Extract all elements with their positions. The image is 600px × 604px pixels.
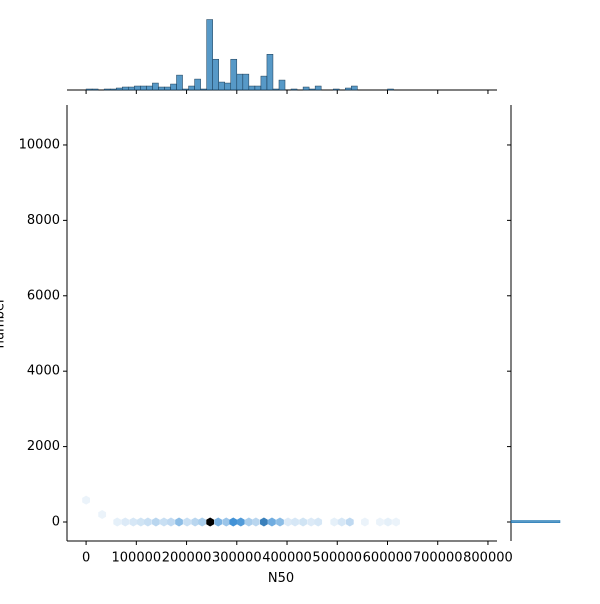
x-hist-bar xyxy=(242,73,250,91)
x-hist-bar xyxy=(103,88,111,91)
x-tick-label: 700000 xyxy=(413,551,463,566)
hexbin xyxy=(191,517,199,527)
y-tick-label: 8000 xyxy=(27,213,60,228)
x-hist-bar xyxy=(345,87,352,91)
x-tick-label: 100000 xyxy=(112,551,162,566)
x-hist-bar xyxy=(206,19,213,91)
hexbin xyxy=(160,517,168,527)
x-hist-bar xyxy=(248,85,256,91)
y-axis-label: number xyxy=(0,297,8,348)
x-tick-label: 400000 xyxy=(262,551,312,566)
hexbin xyxy=(129,517,138,527)
hexbin xyxy=(206,517,215,527)
x-tick-label: 0 xyxy=(82,551,90,566)
x-hist-bar xyxy=(332,88,340,91)
hexbin xyxy=(276,517,284,527)
x-hist-bar xyxy=(224,82,232,91)
x-hist-bar xyxy=(158,86,165,91)
hexbin xyxy=(136,517,145,527)
x-hist-bar xyxy=(272,88,280,91)
x-hist-bar xyxy=(188,85,195,91)
hexbin xyxy=(314,517,323,527)
x-hist-bar xyxy=(134,85,141,91)
hexbin xyxy=(167,517,175,527)
hexbin xyxy=(121,517,130,527)
x-hist-bar xyxy=(254,85,262,91)
hexbin xyxy=(260,517,268,527)
x-hist-bar xyxy=(236,73,244,91)
x-tick-label: 500000 xyxy=(312,551,362,566)
hexbin xyxy=(214,517,223,527)
x-hist-bar xyxy=(308,88,316,91)
x-hist-bar xyxy=(278,79,286,91)
x-tick-label: 200000 xyxy=(162,551,212,566)
hexbin xyxy=(222,517,231,527)
hexbin xyxy=(291,517,299,527)
hexbin xyxy=(330,517,339,527)
x-hist-bar xyxy=(314,85,322,91)
hexbin xyxy=(229,517,238,527)
x-tick-label: 800000 xyxy=(463,551,513,566)
x-hist-bar xyxy=(122,86,129,91)
y-tick-label: 10000 xyxy=(19,137,60,152)
hexbin xyxy=(236,517,245,527)
hexbin xyxy=(307,517,316,527)
x-hist-bar xyxy=(302,86,310,91)
hexbin xyxy=(198,517,207,527)
hexbin xyxy=(360,517,369,527)
hexbin xyxy=(143,517,152,527)
y-tick-label: 0 xyxy=(52,514,60,529)
hexbin xyxy=(98,509,107,519)
y-tick-label: 6000 xyxy=(27,288,60,303)
x-hist-bar xyxy=(230,58,238,91)
x-hist-bar xyxy=(164,86,171,91)
hexbin xyxy=(113,517,122,527)
x-hist-bar xyxy=(182,88,189,91)
x-hist-bar xyxy=(85,88,93,91)
x-hist-bar xyxy=(200,88,207,91)
hexbin xyxy=(376,517,384,527)
hexbin xyxy=(251,517,260,527)
x-hist-bar xyxy=(115,87,123,91)
x-hist-bar xyxy=(387,88,394,91)
x-hist-bar xyxy=(260,75,268,91)
hexbin xyxy=(299,517,307,527)
x-hist-bar xyxy=(128,86,135,91)
x-hist-bar xyxy=(266,54,274,91)
x-hist-bar xyxy=(290,88,298,91)
hexbin xyxy=(337,517,346,527)
y-tick-label: 2000 xyxy=(27,439,60,454)
x-hist-bar xyxy=(140,85,147,91)
y-tick-label: 4000 xyxy=(27,364,60,379)
x-hist-bar xyxy=(218,81,225,91)
x-hist-bar xyxy=(146,85,153,91)
hexbin xyxy=(345,517,354,527)
hexbin xyxy=(268,517,276,527)
x-hist-bar xyxy=(170,83,177,91)
x-hist-bar xyxy=(176,74,183,91)
x-hist-bar xyxy=(351,85,358,91)
x-axis-label: N50 xyxy=(268,571,294,586)
x-hist-bar xyxy=(91,88,99,91)
x-hist-bar xyxy=(194,78,201,91)
hexbin xyxy=(183,517,191,527)
y-hist-bar xyxy=(510,520,561,524)
x-hist-bar xyxy=(109,88,117,91)
hexbin xyxy=(175,517,183,527)
hexbin xyxy=(392,517,400,527)
hexbin xyxy=(82,495,90,505)
hexbin xyxy=(152,517,160,527)
hexbin xyxy=(284,517,292,527)
hexbin xyxy=(244,517,253,527)
x-hist-bar xyxy=(152,82,159,91)
x-tick-label: 600000 xyxy=(363,551,413,566)
x-hist-bar xyxy=(212,58,219,91)
x-tick-label: 300000 xyxy=(212,551,262,566)
hexbin xyxy=(384,517,392,527)
